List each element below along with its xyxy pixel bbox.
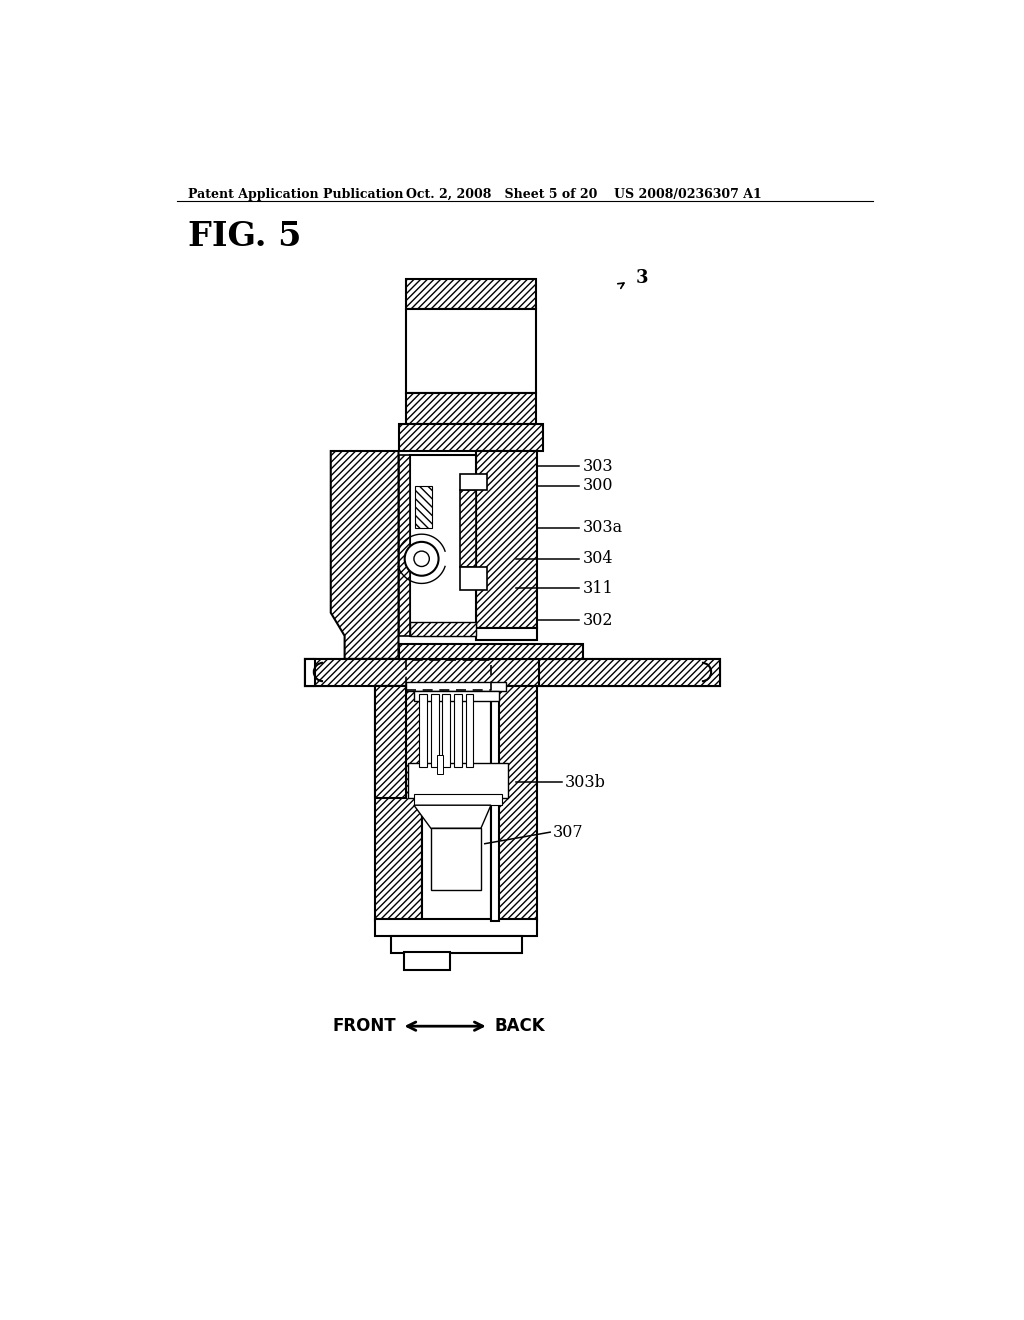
Text: 304: 304	[583, 550, 613, 568]
Bar	[407, 682, 506, 692]
Bar	[490, 686, 499, 921]
Text: 303a: 303a	[583, 520, 623, 536]
Bar	[460, 490, 475, 566]
Bar	[454, 693, 462, 767]
Bar	[490, 686, 538, 921]
Bar	[408, 763, 508, 797]
Bar	[410, 455, 475, 636]
Bar	[407, 309, 536, 393]
Bar	[398, 424, 544, 451]
Bar	[407, 280, 536, 309]
Bar	[403, 952, 451, 970]
Bar	[419, 693, 427, 767]
Bar	[398, 455, 410, 636]
Text: FIG. 5: FIG. 5	[188, 220, 302, 253]
Polygon shape	[304, 659, 345, 686]
Bar	[475, 451, 538, 628]
Circle shape	[404, 543, 438, 576]
Text: Patent Application Publication: Patent Application Publication	[188, 187, 403, 201]
Bar	[391, 936, 521, 953]
Polygon shape	[304, 659, 315, 686]
Text: BACK: BACK	[494, 1018, 545, 1035]
Bar	[466, 693, 473, 767]
Text: 302: 302	[583, 612, 613, 628]
Bar	[398, 644, 584, 659]
Bar	[437, 755, 443, 775]
Bar	[442, 693, 451, 767]
Text: 303: 303	[583, 458, 613, 475]
Bar	[414, 692, 499, 701]
Bar	[422, 686, 490, 921]
Bar	[460, 566, 487, 590]
Bar	[410, 622, 475, 636]
FancyArrowPatch shape	[617, 282, 624, 288]
Text: 3: 3	[636, 269, 648, 286]
Polygon shape	[414, 805, 490, 829]
Bar	[376, 686, 422, 921]
Text: 300: 300	[583, 477, 613, 494]
Bar	[475, 628, 538, 640]
Bar	[407, 393, 536, 424]
Bar	[304, 659, 720, 686]
Text: US 2008/0236307 A1: US 2008/0236307 A1	[614, 187, 762, 201]
Text: FRONT: FRONT	[333, 1018, 396, 1035]
Bar	[414, 793, 502, 805]
Bar	[416, 486, 432, 528]
Bar	[460, 474, 487, 490]
Polygon shape	[539, 659, 720, 686]
Polygon shape	[376, 686, 407, 797]
Bar	[431, 829, 481, 890]
Polygon shape	[331, 451, 398, 659]
Text: 303b: 303b	[565, 774, 606, 791]
Text: 311: 311	[583, 579, 613, 597]
Text: Oct. 2, 2008   Sheet 5 of 20: Oct. 2, 2008 Sheet 5 of 20	[407, 187, 598, 201]
Circle shape	[414, 552, 429, 566]
Bar	[431, 693, 438, 767]
Bar	[376, 919, 538, 936]
Text: 307: 307	[553, 824, 583, 841]
